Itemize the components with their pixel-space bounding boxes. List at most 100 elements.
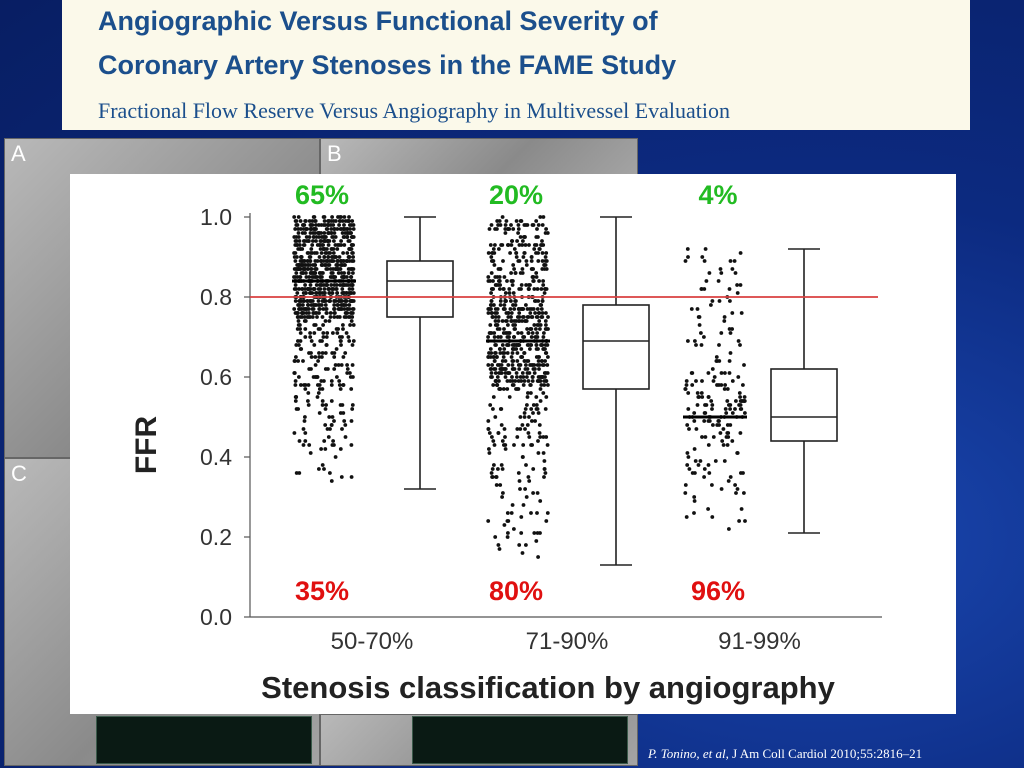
data-dot <box>489 371 494 375</box>
data-dot <box>343 351 348 355</box>
data-dot <box>296 267 301 271</box>
data-dot <box>727 359 732 363</box>
data-dot <box>541 451 546 455</box>
data-dot <box>505 379 510 383</box>
data-dot <box>314 227 318 231</box>
data-dot <box>348 223 352 227</box>
data-dot <box>544 287 549 291</box>
data-dot <box>320 403 325 407</box>
data-dot <box>728 259 733 263</box>
data-dot <box>525 223 530 227</box>
data-dot <box>546 327 550 331</box>
data-dot <box>739 507 744 511</box>
data-dot <box>723 407 728 411</box>
data-dot <box>491 383 496 387</box>
data-dot <box>317 271 322 275</box>
data-dot <box>506 315 511 319</box>
data-dot <box>312 331 317 335</box>
data-dot <box>684 383 689 387</box>
data-dot <box>339 215 343 219</box>
panel-label-a: A <box>11 141 26 166</box>
data-dot <box>512 443 516 447</box>
data-dot <box>490 311 494 315</box>
data-dot <box>486 363 491 367</box>
data-dot <box>741 471 745 475</box>
data-dot <box>743 519 747 523</box>
data-dot <box>347 255 352 259</box>
data-dot <box>521 455 525 459</box>
data-dot <box>329 399 334 403</box>
data-dot <box>312 215 317 219</box>
data-dot <box>699 391 704 395</box>
data-dot <box>309 267 314 271</box>
data-dot <box>486 427 491 431</box>
data-dot <box>329 283 334 287</box>
data-dot <box>494 475 498 479</box>
data-dot <box>316 287 321 291</box>
data-dot <box>734 399 738 403</box>
data-dot <box>503 231 508 235</box>
data-dot <box>541 363 546 367</box>
data-dot <box>536 375 541 379</box>
data-dot <box>534 327 538 331</box>
data-dot <box>315 275 319 279</box>
data-dot <box>491 439 496 443</box>
data-dot <box>695 403 700 407</box>
data-dot <box>725 399 730 403</box>
data-dot <box>348 323 352 327</box>
data-dot <box>303 327 308 331</box>
data-dot <box>542 467 547 471</box>
data-dot <box>543 359 547 363</box>
data-dot <box>534 343 539 347</box>
data-dot <box>503 291 508 295</box>
data-dot <box>493 243 497 247</box>
data-dot <box>495 383 499 387</box>
data-dot <box>498 287 502 291</box>
data-dot <box>498 351 503 355</box>
data-dot <box>536 555 540 559</box>
data-dot <box>510 239 515 243</box>
data-dot <box>500 319 505 323</box>
data-dot <box>313 355 318 359</box>
data-dot <box>546 383 550 387</box>
data-dot <box>524 495 529 499</box>
data-dot <box>534 243 539 247</box>
data-dot <box>532 287 537 291</box>
data-dot <box>320 315 325 319</box>
data-dot <box>301 443 306 447</box>
data-dot <box>693 339 697 343</box>
data-dot <box>486 355 491 359</box>
data-dot <box>346 219 351 223</box>
data-dot <box>505 279 509 283</box>
data-dot <box>314 291 319 295</box>
data-dot <box>488 303 493 307</box>
data-dot <box>518 375 523 379</box>
data-dot <box>509 319 514 323</box>
data-dot <box>347 303 352 307</box>
data-dot <box>730 379 735 383</box>
data-dot <box>351 323 356 327</box>
data-dot <box>516 343 521 347</box>
data-dot <box>735 291 740 295</box>
data-dot <box>520 371 525 375</box>
data-dot <box>545 363 550 367</box>
data-dot <box>717 343 721 347</box>
data-dot <box>329 479 334 483</box>
data-dot <box>304 235 309 239</box>
data-dot <box>542 383 547 387</box>
data-dot <box>730 267 735 271</box>
data-dot <box>332 307 337 311</box>
data-dot <box>493 535 498 539</box>
data-dot <box>319 251 324 255</box>
data-dot <box>695 307 700 311</box>
data-dot <box>295 291 300 295</box>
data-dot <box>538 303 543 307</box>
data-dot <box>702 287 707 291</box>
data-dot <box>694 427 699 431</box>
data-dot <box>522 411 527 415</box>
data-dot <box>333 267 338 271</box>
data-dot <box>722 315 727 319</box>
data-dot <box>315 395 320 399</box>
data-dot <box>306 287 311 291</box>
data-dot <box>501 331 506 335</box>
